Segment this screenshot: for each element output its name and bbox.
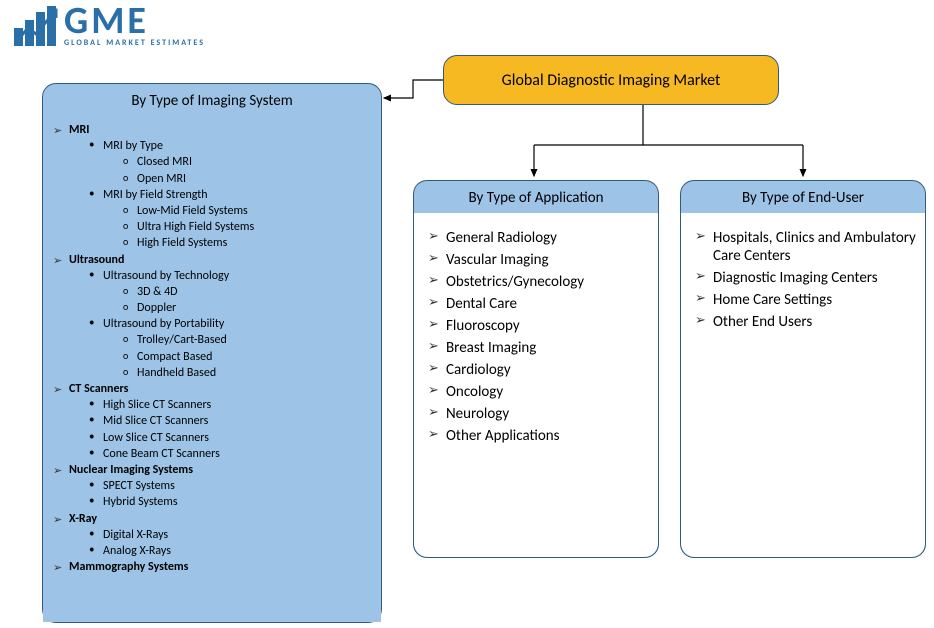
list-item: High Field Systems [123, 235, 375, 251]
list-item: Compact Based [123, 349, 375, 365]
list-item: MRI by TypeClosed MRIOpen MRI [89, 138, 375, 187]
list-item: Cardiology [428, 359, 650, 381]
application-box: By Type of Application General Radiology… [413, 180, 659, 558]
list-item: X-RayDigital X-RaysAnalog X-Rays [53, 511, 375, 560]
list-item: MRIMRI by TypeClosed MRIOpen MRIMRI by F… [53, 122, 375, 252]
list-item: Closed MRI [123, 154, 375, 170]
list-item: Open MRI [123, 171, 375, 187]
list-item: Diagnostic Imaging Centers [695, 267, 917, 289]
enduser-header: By Type of End-User [681, 181, 925, 213]
list-item: Handheld Based [123, 365, 375, 381]
list-item: Low-Mid Field Systems [123, 203, 375, 219]
root-title-box: Global Diagnostic Imaging Market [443, 55, 779, 105]
list-item: Ultrasound by PortabilityTrolley/Cart-Ba… [89, 316, 375, 381]
list-item: Home Care Settings [695, 289, 917, 311]
gme-logo: GME GLOBAL MARKET ESTIMATES [14, 4, 205, 48]
list-item: UltrasoundUltrasound by Technology3D & 4… [53, 252, 375, 382]
list-item: Low Slice CT Scanners [89, 430, 375, 446]
list-item: Ultrasound by Technology3D & 4DDoppler [89, 268, 375, 317]
logo-bars-icon [14, 6, 58, 46]
list-item: 3D & 4D [123, 284, 375, 300]
enduser-box: By Type of End-User Hospitals, Clinics a… [680, 180, 926, 558]
application-header: By Type of Application [414, 181, 658, 213]
list-item: Other Applications [428, 425, 650, 447]
root-title-text: Global Diagnostic Imaging Market [502, 71, 721, 90]
list-item: Obstetrics/Gynecology [428, 271, 650, 293]
list-item: Neurology [428, 403, 650, 425]
list-item: Ultra High Field Systems [123, 219, 375, 235]
list-item: Doppler [123, 300, 375, 316]
list-item: CT ScannersHigh Slice CT ScannersMid Sli… [53, 381, 375, 462]
list-item: Breast Imaging [428, 337, 650, 359]
application-body: General RadiologyVascular ImagingObstetr… [414, 213, 658, 557]
list-item: Mammography Systems [53, 559, 375, 575]
logo-sub-text: GLOBAL MARKET ESTIMATES [64, 38, 205, 48]
list-item: Other End Users [695, 311, 917, 333]
list-item: Cone Beam CT Scanners [89, 446, 375, 462]
list-item: Hybrid Systems [89, 494, 375, 510]
list-item: Nuclear Imaging SystemsSPECT SystemsHybr… [53, 462, 375, 511]
list-item: Analog X-Rays [89, 543, 375, 559]
imaging-system-header: By Type of Imaging System [43, 84, 381, 116]
logo-main-text: GME [64, 4, 205, 38]
list-item: Mid Slice CT Scanners [89, 413, 375, 429]
imaging-system-body: MRIMRI by TypeClosed MRIOpen MRIMRI by F… [43, 116, 381, 622]
list-item: Vascular Imaging [428, 249, 650, 271]
list-item: Fluoroscopy [428, 315, 650, 337]
enduser-body: Hospitals, Clinics and Ambulatory Care C… [681, 213, 925, 557]
imaging-system-box: By Type of Imaging System MRIMRI by Type… [42, 83, 382, 623]
list-item: Hospitals, Clinics and Ambulatory Care C… [695, 227, 917, 267]
list-item: High Slice CT Scanners [89, 397, 375, 413]
list-item: Trolley/Cart-Based [123, 332, 375, 348]
list-item: Oncology [428, 381, 650, 403]
list-item: General Radiology [428, 227, 650, 249]
list-item: Dental Care [428, 293, 650, 315]
list-item: Digital X-Rays [89, 527, 375, 543]
list-item: MRI by Field StrengthLow-Mid Field Syste… [89, 187, 375, 252]
list-item: SPECT Systems [89, 478, 375, 494]
